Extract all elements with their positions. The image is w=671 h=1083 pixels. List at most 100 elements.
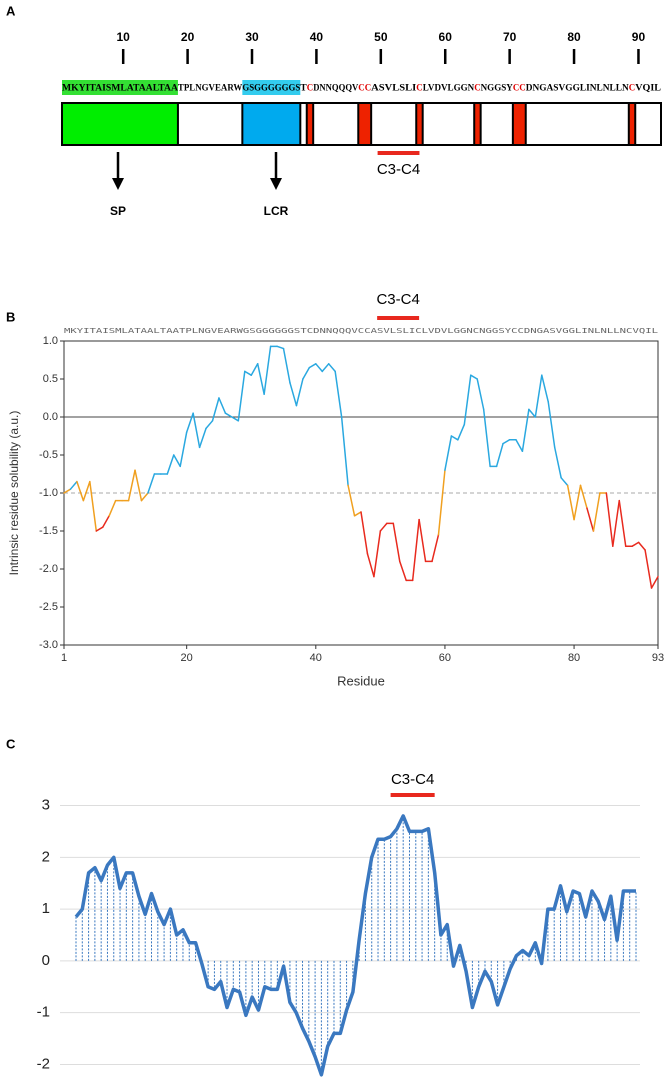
ruler-label: 30 xyxy=(245,30,259,44)
solubility-line xyxy=(237,370,246,422)
y-tick-label: -1 xyxy=(37,1004,50,1021)
solubility-line xyxy=(282,347,291,384)
solubility-line xyxy=(89,480,98,532)
region xyxy=(357,102,373,146)
solubility-line xyxy=(553,446,562,479)
solubility-line xyxy=(340,416,349,487)
solubility-line xyxy=(211,397,220,422)
solubility-line xyxy=(179,431,188,468)
arrow-head xyxy=(270,178,282,190)
y-axis-label: Intrinsic residue solubility (a.u.) xyxy=(7,411,21,576)
y-tick-label: 0.0 xyxy=(43,411,58,423)
solubility-line xyxy=(612,499,621,547)
solubility-line xyxy=(521,408,530,452)
solubility-line xyxy=(592,492,601,532)
y-tick-label: 1 xyxy=(42,900,50,917)
ruler-label: 90 xyxy=(632,30,646,44)
solubility-line xyxy=(566,484,575,521)
solubility-line xyxy=(353,511,362,517)
solubility-line xyxy=(650,575,659,589)
solubility-line xyxy=(605,492,614,547)
solubility-line xyxy=(321,363,330,373)
annotation-label: C3-C4 xyxy=(377,161,420,178)
solubility-line xyxy=(315,363,324,373)
solubility-line xyxy=(437,469,446,536)
solubility-line xyxy=(573,484,582,521)
solubility-line xyxy=(276,345,285,350)
annotation-label: C3-C4 xyxy=(391,771,434,788)
solubility-line xyxy=(82,480,91,502)
x-axis-label: Residue xyxy=(337,673,385,688)
solubility-line xyxy=(224,412,233,418)
solubility-line xyxy=(263,345,272,395)
x-tick-label: 1 xyxy=(61,652,67,664)
y-tick-label: 1.0 xyxy=(43,335,58,347)
y-tick-label: 3 xyxy=(42,797,50,814)
sequence-segment: CC xyxy=(358,84,371,94)
solubility-line xyxy=(476,378,485,411)
sequence-segment: C xyxy=(629,84,636,94)
y-tick-label: -2 xyxy=(37,1055,50,1072)
ruler-label: 20 xyxy=(181,30,195,44)
region xyxy=(473,102,482,146)
solubility-line xyxy=(411,518,420,582)
y-tick-label: -2.5 xyxy=(39,601,58,613)
solubility-line xyxy=(256,363,265,395)
y-tick-label: -1.0 xyxy=(39,487,58,499)
solubility-line xyxy=(373,530,382,578)
x-tick-label: 40 xyxy=(310,652,322,664)
region xyxy=(305,102,315,146)
solubility-line xyxy=(360,511,369,555)
y-tick-label: 0 xyxy=(42,952,50,969)
solubility-line xyxy=(127,469,136,502)
sequence-segment: VQIL xyxy=(635,84,661,94)
sequence-segment: ASVLSLI xyxy=(371,84,416,94)
solubility-line xyxy=(198,427,207,449)
x-tick-label: 20 xyxy=(181,652,193,664)
region xyxy=(627,102,637,146)
solubility-line xyxy=(618,499,627,547)
solubility-line xyxy=(637,541,646,551)
x-tick-label: 80 xyxy=(568,652,580,664)
y-tick-label: -2.0 xyxy=(39,563,58,575)
solubility-line xyxy=(185,412,194,433)
sequence-segment: LVDVLGGN xyxy=(423,84,475,94)
region xyxy=(415,102,424,146)
solubility-line xyxy=(69,480,78,490)
sequence-highlight xyxy=(62,80,178,95)
solubility-line xyxy=(295,378,304,407)
solubility-line xyxy=(76,480,85,502)
solubility-line xyxy=(63,488,72,494)
sequence-segment: DNGASVGGLINLNLLN xyxy=(526,84,629,94)
arrow-head xyxy=(112,178,124,190)
solubility-line xyxy=(528,408,537,418)
sequence-segment: C xyxy=(474,84,481,94)
solubility-line xyxy=(631,541,640,547)
ruler-label: 50 xyxy=(374,30,388,44)
sequence-segment: GSGGGGGGS xyxy=(242,84,300,94)
sequence-segment: DNNQQQV xyxy=(313,84,358,94)
panel-letter: B xyxy=(6,309,15,324)
solubility-line xyxy=(644,549,653,589)
sequence-segment: MKYITAISMLATAALTAA xyxy=(62,84,178,94)
solubility-line xyxy=(302,366,311,380)
solubility-line xyxy=(205,420,214,430)
solubility-line xyxy=(541,374,549,403)
solubility-line xyxy=(515,439,524,452)
y-tick-label: 2 xyxy=(42,848,50,865)
solubility-line xyxy=(231,416,240,422)
solubility-line xyxy=(495,442,504,468)
solubility-line xyxy=(482,408,491,468)
panel-letter: C xyxy=(6,736,16,751)
solubility-line xyxy=(502,439,511,445)
panel-letter: A xyxy=(6,3,16,18)
sequence-segment: CC xyxy=(513,84,526,94)
solubility-line xyxy=(457,423,466,441)
region xyxy=(61,102,179,146)
solubility-line xyxy=(392,522,401,563)
solubility-line xyxy=(586,507,595,532)
ruler-label: 40 xyxy=(310,30,324,44)
solubility-line xyxy=(140,492,149,502)
sequence-highlight xyxy=(242,80,301,95)
